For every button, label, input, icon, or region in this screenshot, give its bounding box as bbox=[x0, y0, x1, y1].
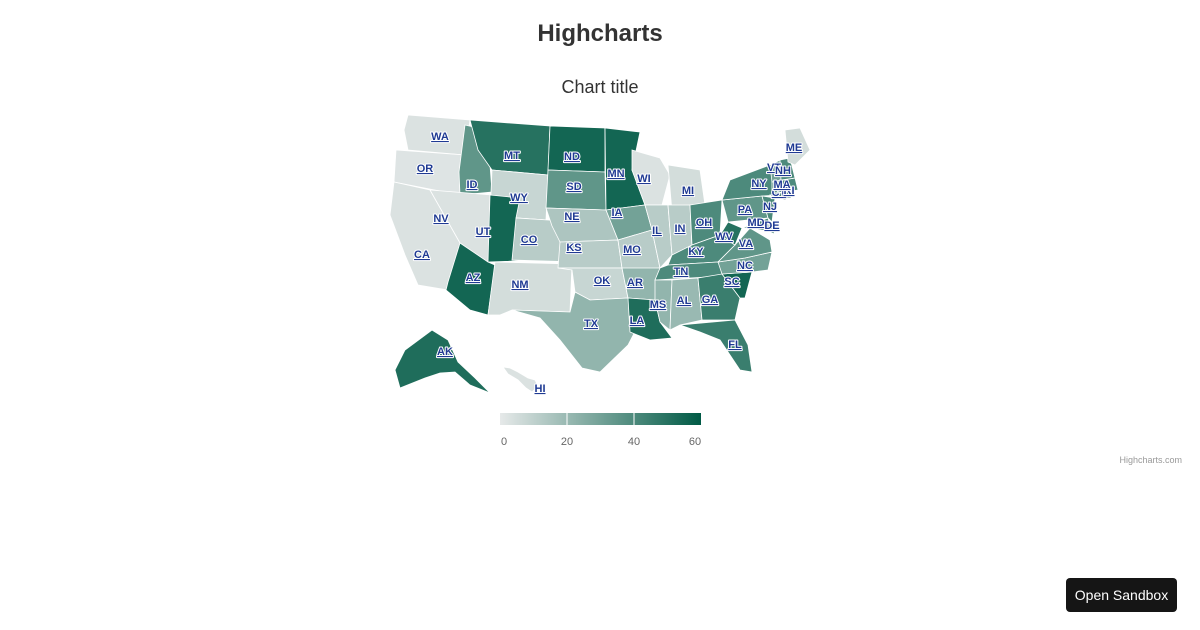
state-label-wa[interactable]: WA bbox=[430, 130, 450, 144]
state-label-ok[interactable]: OK bbox=[593, 274, 612, 288]
state-label-mn[interactable]: MN bbox=[606, 167, 625, 181]
state-label-vt[interactable]: VT bbox=[766, 161, 782, 175]
state-label-tn[interactable]: TN bbox=[673, 265, 690, 279]
legend-tick-label: 0 bbox=[501, 436, 507, 448]
state-il[interactable] bbox=[644, 204, 673, 269]
state-label-va[interactable]: VA bbox=[738, 237, 755, 251]
page-heading: Highcharts bbox=[537, 20, 663, 47]
state-label-ut[interactable]: UT bbox=[475, 225, 492, 239]
state-label-mt[interactable]: MT bbox=[503, 149, 521, 163]
state-label-ar[interactable]: AR bbox=[626, 276, 644, 290]
state-label-ne[interactable]: NE bbox=[563, 210, 580, 224]
state-label-ak[interactable]: AK bbox=[436, 345, 454, 359]
state-label-ky[interactable]: KY bbox=[687, 245, 705, 259]
state-fl[interactable] bbox=[679, 319, 753, 373]
state-label-wy[interactable]: WY bbox=[509, 191, 529, 205]
state-label-in[interactable]: IN bbox=[674, 222, 687, 236]
state-label-al[interactable]: AL bbox=[676, 294, 693, 308]
state-label-me[interactable]: ME bbox=[785, 141, 804, 155]
state-label-md[interactable]: MD bbox=[746, 216, 765, 230]
state-label-ks[interactable]: KS bbox=[565, 241, 582, 255]
state-label-wi[interactable]: WI bbox=[636, 172, 651, 186]
state-label-nm[interactable]: NM bbox=[510, 278, 529, 292]
state-label-ma[interactable]: MA bbox=[772, 178, 791, 192]
state-label-la[interactable]: LA bbox=[629, 314, 646, 328]
state-label-pa[interactable]: PA bbox=[737, 203, 754, 217]
state-nd[interactable] bbox=[547, 125, 606, 173]
chart-title: Chart title bbox=[561, 77, 638, 97]
legend-tick-label: 60 bbox=[689, 436, 701, 448]
color-axis-legend: 0 20 40 60 bbox=[500, 413, 701, 448]
state-label-sc[interactable]: SC bbox=[723, 275, 740, 289]
state-de[interactable] bbox=[767, 221, 776, 235]
state-label-ri[interactable]: RI bbox=[783, 184, 796, 198]
state-label-mo[interactable]: MO bbox=[622, 243, 642, 257]
state-label-nv[interactable]: NV bbox=[432, 212, 450, 226]
color-axis-bar bbox=[500, 413, 701, 425]
state-label-nh[interactable]: NH bbox=[774, 164, 792, 178]
state-label-az[interactable]: AZ bbox=[465, 271, 482, 285]
state-me[interactable] bbox=[784, 127, 811, 166]
state-label-ms[interactable]: MS bbox=[649, 298, 668, 312]
state-ga[interactable] bbox=[697, 273, 741, 321]
state-label-nc[interactable]: NC bbox=[736, 259, 754, 273]
state-labels-layer: WA OR CA ID NV MT WY UT AZ CO NM ND SD NE KS OK TX MN IA MO… bbox=[413, 130, 804, 396]
state-label-nj[interactable]: NJ bbox=[762, 200, 778, 214]
state-label-ca[interactable]: CA bbox=[413, 248, 431, 262]
state-wa[interactable] bbox=[403, 114, 471, 156]
state-al[interactable] bbox=[669, 277, 703, 331]
state-label-tx[interactable]: TX bbox=[583, 317, 600, 331]
state-ak[interactable] bbox=[394, 329, 491, 394]
state-label-ia[interactable]: IA bbox=[611, 206, 624, 220]
state-label-ct[interactable]: CT bbox=[771, 186, 788, 200]
state-label-or[interactable]: OR bbox=[416, 162, 435, 176]
state-az[interactable] bbox=[445, 242, 496, 316]
credits-link[interactable]: Highcharts.com bbox=[1119, 455, 1182, 465]
state-label-sd[interactable]: SD bbox=[565, 180, 582, 194]
open-sandbox-button[interactable]: Open Sandbox bbox=[1066, 578, 1177, 612]
state-nm[interactable] bbox=[487, 261, 573, 316]
state-ms[interactable] bbox=[654, 279, 673, 331]
state-label-ny[interactable]: NY bbox=[750, 177, 768, 191]
state-label-ga[interactable]: GA bbox=[701, 293, 720, 307]
state-label-oh[interactable]: OH bbox=[695, 216, 714, 230]
state-ct[interactable] bbox=[768, 191, 787, 201]
legend-tick-label: 40 bbox=[628, 436, 640, 448]
state-label-wv[interactable]: WV bbox=[714, 230, 734, 244]
legend-tick-label: 20 bbox=[561, 436, 573, 448]
state-ny[interactable] bbox=[721, 164, 779, 201]
state-label-il[interactable]: IL bbox=[651, 224, 663, 238]
state-label-co[interactable]: CO bbox=[520, 233, 539, 247]
state-label-fl[interactable]: FL bbox=[727, 338, 743, 352]
state-label-hi[interactable]: HI bbox=[534, 382, 547, 396]
state-hi[interactable] bbox=[502, 366, 539, 393]
state-label-de[interactable]: DE bbox=[763, 219, 780, 233]
state-label-mi[interactable]: MI bbox=[681, 184, 695, 198]
state-label-nd[interactable]: ND bbox=[563, 150, 581, 164]
states-layer bbox=[389, 114, 811, 394]
state-label-id[interactable]: ID bbox=[466, 178, 479, 192]
